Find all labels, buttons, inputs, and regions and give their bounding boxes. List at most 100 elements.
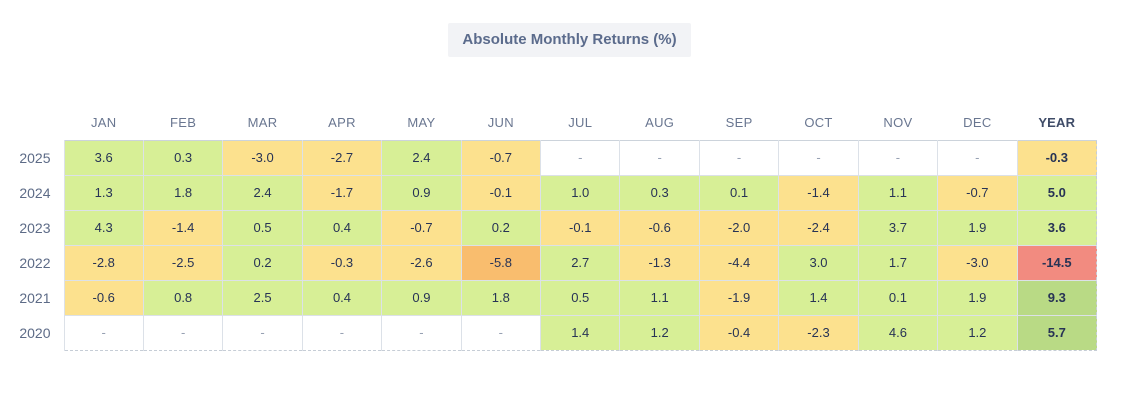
return-cell: 1.0 [540, 174, 621, 211]
month-column-header: DEC [963, 115, 992, 131]
return-cell: -0.1 [460, 174, 542, 211]
return-cell: 2.4 [222, 174, 303, 211]
return-cell: 1.9 [937, 279, 1018, 316]
return-cell: -1.4 [778, 174, 859, 211]
return-cell: 0.8 [142, 279, 224, 316]
return-cell: 0.5 [540, 279, 621, 316]
return-cell: -0.3 [301, 244, 383, 281]
table-row: 2024 1.3 1.8 2.4 -1.7 0.9 -0.1 1.0 0.3 0.1 -1.4 1.1… [0, 174, 1098, 211]
return-cell: -2.8 [63, 244, 144, 281]
return-cell: 1.8 [460, 279, 542, 316]
table-row: 2025 3.6 0.3 -3.0 -2.7 2.4 -0.7- - - - - - -0.3 [0, 139, 1098, 176]
return-cell: 4.3 [63, 209, 144, 246]
empty-cell: - [301, 314, 383, 351]
return-cell: 0.3 [142, 139, 224, 176]
month-column-header: MAR [247, 115, 278, 131]
return-cell: 1.4 [540, 314, 621, 351]
year-total-cell: 5.7 [1016, 314, 1098, 351]
month-column-header: JUN [487, 115, 514, 131]
table-body: 2025 3.6 0.3 -3.0 -2.7 2.4 -0.7- - - - - - -0.3 2024 1… [0, 139, 1098, 351]
empty-cell: - [142, 314, 224, 351]
return-cell: 3.6 [63, 139, 144, 176]
return-cell: 0.9 [381, 174, 462, 211]
year-row-label: 2024 [19, 184, 51, 201]
return-cell: -1.3 [619, 244, 700, 281]
empty-cell: - [381, 314, 462, 351]
return-cell: -0.1 [540, 209, 621, 246]
month-column-header: NOV [883, 115, 913, 131]
empty-cell: - [540, 139, 621, 176]
return-cell: -0.6 [619, 209, 700, 246]
return-cell: 1.2 [619, 314, 700, 351]
table-row: 2020- - - - - -1.4 1.2 -0.4 -2.3 4.6 1.2 5.7 [0, 314, 1098, 351]
month-column-header: SEP [725, 115, 753, 131]
monthly-returns-panel: Absolute Monthly Returns (%) JAN FEB MAR AP… [0, 0, 1139, 351]
year-row-label: 2020 [19, 324, 51, 341]
month-column-header: OCT [804, 115, 833, 131]
year-row-label: 2023 [19, 219, 51, 236]
header-row: JAN FEB MAR APR MAY JUN JUL AUG SEP OCT NOV DEC YEAR [0, 106, 1097, 140]
month-column-header: APR [328, 115, 356, 131]
return-cell: 2.5 [222, 279, 303, 316]
return-cell: 2.4 [381, 139, 462, 176]
chart-title: Absolute Monthly Returns (%) [448, 23, 691, 57]
year-total-cell: -0.3 [1016, 139, 1098, 176]
return-cell: 1.7 [857, 244, 939, 281]
return-cell: 1.4 [778, 279, 859, 316]
return-cell: 0.1 [857, 279, 939, 316]
return-cell: 0.1 [698, 174, 780, 211]
return-cell: -0.7 [381, 209, 462, 246]
month-column-header: JAN [90, 115, 117, 131]
return-cell: 0.2 [222, 244, 303, 281]
empty-cell: - [619, 139, 700, 176]
return-cell: 3.7 [857, 209, 939, 246]
return-cell: 1.3 [63, 174, 144, 211]
return-cell: -2.6 [381, 244, 462, 281]
return-cell: 0.9 [381, 279, 462, 316]
return-cell: -2.4 [778, 209, 859, 246]
year-column-header: YEAR [1038, 115, 1076, 131]
month-column-header: FEB [170, 115, 197, 131]
table-row: 2023 4.3 -1.4 0.5 0.4 -0.7 0.2 -0.1 -0.6 -2.0 -2.4… [0, 209, 1098, 246]
year-row-label: 2021 [19, 289, 51, 306]
month-column-header: MAY [407, 115, 436, 131]
year-total-cell: 5.0 [1016, 174, 1098, 211]
return-cell: 3.0 [778, 244, 859, 281]
empty-cell: - [460, 314, 542, 351]
return-cell: -0.7 [937, 174, 1018, 211]
return-cell: -1.7 [301, 174, 383, 211]
return-cell: -2.3 [778, 314, 859, 351]
return-cell: 4.6 [857, 314, 939, 351]
return-cell: -2.0 [698, 209, 780, 246]
empty-cell: - [937, 139, 1018, 176]
return-cell: 0.4 [301, 209, 383, 246]
return-cell: 0.3 [619, 174, 700, 211]
return-cell: 0.2 [460, 209, 542, 246]
empty-cell: - [222, 314, 303, 351]
return-cell: -3.0 [222, 139, 303, 176]
table-header: JAN FEB MAR APR MAY JUN JUL AUG SEP OCT NOV DEC YEAR [0, 106, 1097, 140]
year-row-label: 2022 [19, 254, 51, 271]
year-total-cell: -14.5 [1016, 244, 1098, 281]
returns-table: JAN FEB MAR APR MAY JUN JUL AUG SEP OCT NOV DEC YEAR… [0, 106, 1098, 351]
return-cell: -0.7 [460, 139, 542, 176]
month-column-header: JUL [568, 115, 593, 131]
corner-cell [0, 106, 64, 140]
empty-cell: - [857, 139, 939, 176]
return-cell: 1.9 [937, 209, 1018, 246]
return-cell: -0.4 [698, 314, 780, 351]
return-cell: 1.1 [857, 174, 939, 211]
return-cell: -4.4 [698, 244, 780, 281]
return-cell: 1.2 [937, 314, 1018, 351]
table-row: 2021 -0.6 0.8 2.5 0.4 0.9 1.8 0.5 1.1 -1.9 1.4 0.1 1… [0, 279, 1098, 316]
return-cell: -3.0 [937, 244, 1018, 281]
year-total-cell: 9.3 [1016, 279, 1098, 316]
return-cell: -2.7 [301, 139, 383, 176]
month-column-header: AUG [645, 115, 675, 131]
empty-cell: - [778, 139, 859, 176]
return-cell: 0.5 [222, 209, 303, 246]
return-cell: 1.8 [142, 174, 224, 211]
year-total-cell: 3.6 [1016, 209, 1098, 246]
title-row: Absolute Monthly Returns (%) [0, 0, 1139, 57]
return-cell: -2.5 [142, 244, 224, 281]
